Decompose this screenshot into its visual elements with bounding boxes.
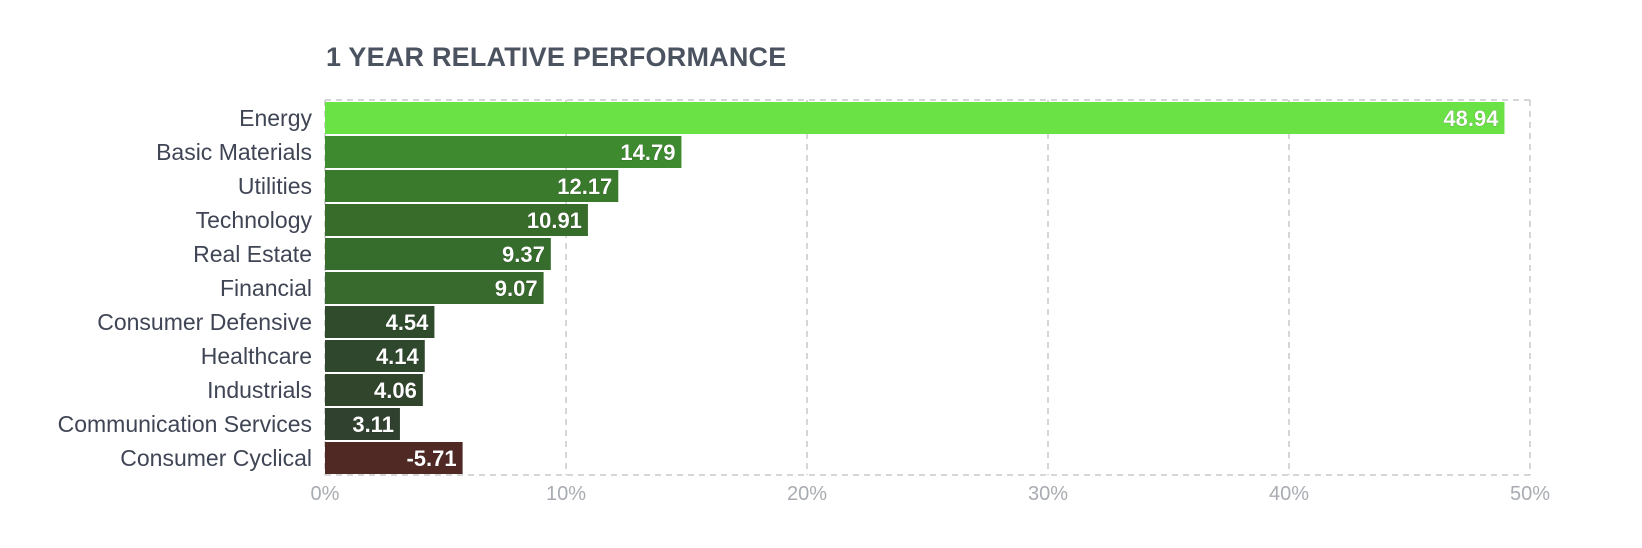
bar [325, 306, 435, 338]
bar [325, 272, 544, 304]
data-label: 48.94 [1443, 106, 1499, 131]
category-label: Basic Materials [156, 139, 312, 165]
data-label: 12.17 [557, 174, 612, 199]
x-tick-label: 30% [1028, 483, 1068, 505]
category-label: Energy [239, 105, 312, 131]
data-label: 4.14 [376, 344, 420, 369]
x-tick-label: 40% [1269, 483, 1309, 505]
bar [325, 102, 1505, 134]
bar [325, 442, 463, 474]
data-label: -5.71 [406, 446, 456, 471]
category-label: Financial [220, 275, 312, 301]
category-label: Utilities [238, 173, 312, 199]
bar [325, 374, 423, 406]
category-label: Industrials [207, 377, 312, 403]
data-label: 9.37 [502, 242, 545, 267]
x-tick-label: 20% [787, 483, 827, 505]
category-label: Real Estate [193, 241, 312, 267]
data-label: 3.11 [352, 412, 394, 437]
x-tick-label: 50% [1510, 483, 1550, 505]
label-layer: 0% 10% 20% 30% 40% 50% Energy 48.94 Basic Materi… [58, 105, 1551, 505]
data-label: 9.07 [495, 276, 538, 301]
category-label: Healthcare [201, 343, 312, 369]
x-tick-label: 10% [546, 483, 586, 505]
category-label: Communication Services [58, 411, 312, 437]
data-label: 4.06 [374, 378, 417, 403]
data-label: 4.54 [386, 310, 430, 335]
chart-title: 1 YEAR RELATIVE PERFORMANCE [326, 42, 787, 72]
bar-layer [325, 102, 1505, 474]
data-label: 14.79 [620, 140, 675, 165]
x-tick-label: 0% [311, 483, 340, 505]
category-label: Consumer Cyclical [120, 445, 312, 471]
bar [325, 136, 682, 168]
bar [325, 204, 588, 236]
bar [325, 340, 425, 372]
data-label: 10.91 [527, 208, 582, 233]
bar [325, 170, 619, 202]
bar [325, 408, 400, 440]
category-label: Consumer Defensive [97, 309, 312, 335]
bar [325, 238, 551, 270]
category-label: Technology [196, 207, 313, 233]
